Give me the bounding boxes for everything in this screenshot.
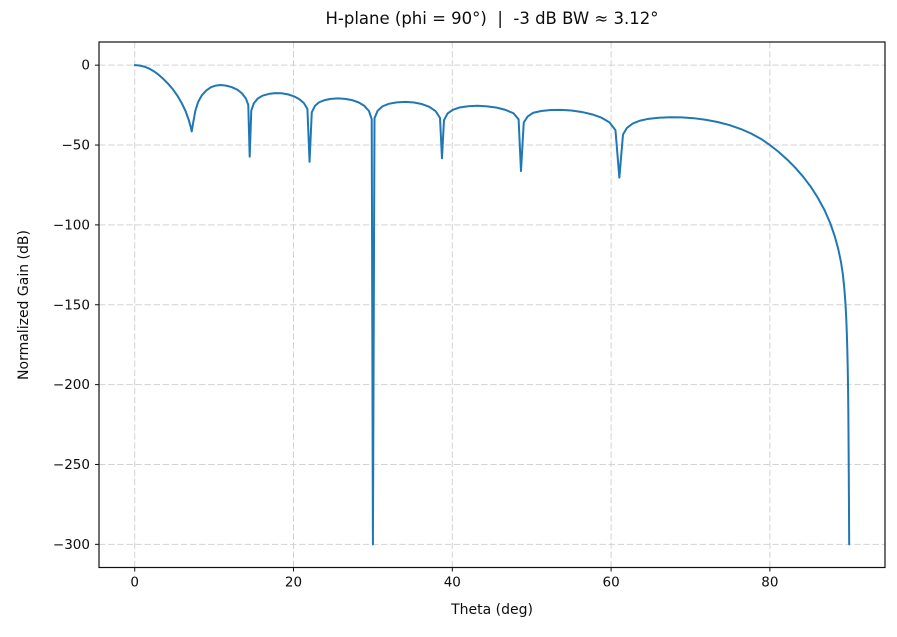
x-tick-label: 20 xyxy=(285,575,302,591)
y-tick-label: −50 xyxy=(62,138,91,154)
x-tick-label: 80 xyxy=(761,575,778,591)
y-axis-label: Normalized Gain (dB) xyxy=(16,230,32,380)
series-layer xyxy=(133,64,851,546)
gain-curve xyxy=(133,64,851,546)
chart-title: H-plane (phi = 90°) | -3 dB BW ≈ 3.12° xyxy=(325,9,659,28)
grid-layer xyxy=(99,42,885,568)
y-tick-label: −250 xyxy=(53,457,90,473)
y-tick-label: −300 xyxy=(53,537,90,553)
y-tick-label: −150 xyxy=(53,297,90,313)
y-tick-label: 0 xyxy=(81,58,90,74)
x-tick-label: 40 xyxy=(444,575,461,591)
y-tick-label: −200 xyxy=(53,377,90,393)
x-tick-label: 60 xyxy=(602,575,619,591)
x-axis-label: Theta (deg) xyxy=(451,602,533,618)
tick-layer: 0 20 40 60 80 0 −50 −100 −150 −200 −250 −300 xyxy=(53,58,779,591)
y-tick-label: −100 xyxy=(53,217,90,233)
x-tick-label: 0 xyxy=(130,575,139,591)
